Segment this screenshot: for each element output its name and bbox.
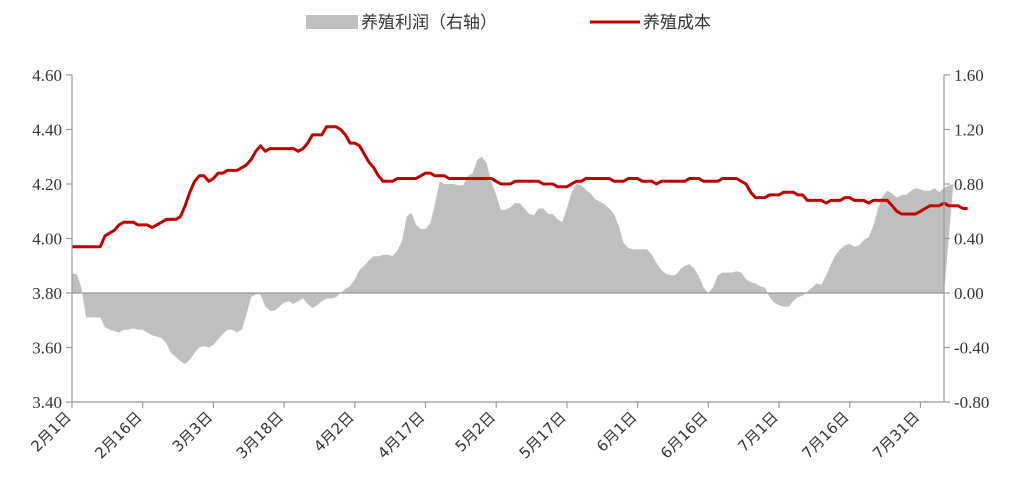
y-left-tick-label: 3.80 — [32, 284, 62, 303]
x-tick-label: 3月3日 — [169, 408, 216, 455]
y-right-tick-label: 0.80 — [954, 175, 984, 194]
y-right-tick-label: 1.20 — [954, 121, 984, 140]
x-tick-label: 5月2日 — [452, 408, 499, 455]
legend-label-profit: 养殖利润（右轴） — [361, 13, 497, 33]
y-right-tick-label: -0.40 — [954, 339, 989, 358]
series-cost-line — [72, 125, 968, 249]
series-profit-area — [72, 156, 954, 364]
y-left-tick-label: 4.40 — [32, 121, 62, 140]
plot-area — [72, 125, 968, 364]
x-tick-label: 6月1日 — [593, 408, 640, 455]
legend-label-cost: 养殖成本 — [643, 13, 711, 33]
y-right-tick-label: -0.80 — [954, 393, 989, 412]
x-tick-label: 4月2日 — [310, 408, 357, 455]
y-left-tick-label: 3.60 — [32, 339, 62, 358]
legend-swatch-profit — [306, 15, 358, 29]
x-tick-label: 3月18日 — [233, 408, 287, 462]
x-tick-label: 6月16日 — [657, 408, 711, 462]
y-right-tick-label: 1.60 — [954, 66, 984, 85]
x-tick-label: 7月16日 — [798, 408, 852, 462]
x-tick-label: 2月1日 — [27, 408, 74, 455]
x-tick-label: 7月1日 — [734, 408, 781, 455]
x-tick-label: 2月16日 — [91, 408, 145, 462]
y-left-tick-label: 4.60 — [32, 66, 62, 85]
y-right-tick-label: 0.40 — [954, 230, 984, 249]
y-right-tick-label: 0.00 — [954, 284, 984, 303]
y-left-tick-label: 4.20 — [32, 175, 62, 194]
y-left-tick-label: 4.00 — [32, 230, 62, 249]
legend: 养殖利润（右轴） 养殖成本 — [306, 13, 711, 33]
x-tick-label: 5月17日 — [516, 408, 570, 462]
x-tick-label: 4月17日 — [374, 408, 428, 462]
x-tick-label: 7月31日 — [869, 408, 923, 462]
y-left-tick-label: 3.40 — [32, 393, 62, 412]
